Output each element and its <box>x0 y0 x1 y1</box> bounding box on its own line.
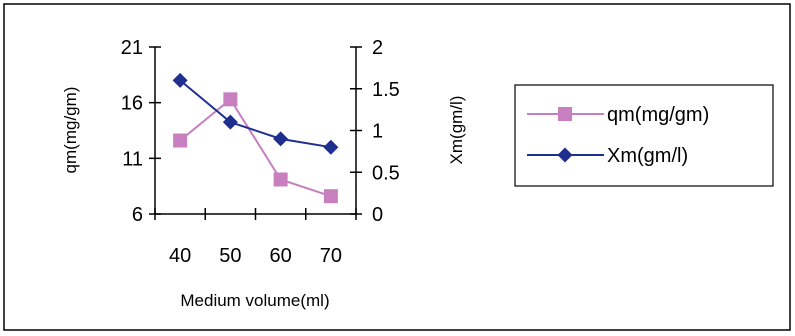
y-right-tick-label: 0 <box>372 204 383 226</box>
legend-item-0: qm(mg/gm) <box>527 104 709 126</box>
series-line-0 <box>179 97 332 198</box>
y-right-tick-label: 1.5 <box>372 79 400 101</box>
y-left-tick-label: 16 <box>121 93 143 115</box>
data-point-0-1 <box>223 92 238 107</box>
chart-tick-labels: 40 50 60 70 6 11 16 21 0 0.5 1 1.5 2 <box>121 37 400 267</box>
legend-item-1: Xm(gm/l) <box>527 145 688 167</box>
series-xm <box>172 72 339 155</box>
legend-marker-0 <box>558 107 572 121</box>
data-point-0-2 <box>273 172 288 187</box>
y-right-tick-label: 0.5 <box>372 162 400 184</box>
legend-marker-1 <box>557 147 573 163</box>
x-tick-label: 50 <box>219 245 241 267</box>
data-point-1-3 <box>323 139 339 155</box>
x-tick-label: 40 <box>169 245 191 267</box>
y-left-tick-label: 11 <box>122 148 143 170</box>
chart-series <box>172 72 339 204</box>
x-tick-label: 70 <box>320 245 342 267</box>
data-point-1-1 <box>222 114 238 130</box>
y-left-tick-label: 21 <box>121 37 143 59</box>
data-point-0-0 <box>173 133 188 148</box>
series-line-1 <box>179 79 332 149</box>
legend: qm(mg/gm) Xm(gm/l) <box>514 84 774 187</box>
series-qm <box>173 92 338 204</box>
chart-ticks <box>149 46 362 220</box>
legend-box <box>514 84 774 187</box>
legend-items: qm(mg/gm) Xm(gm/l) <box>527 104 709 167</box>
x-axis-title: Medium volume(ml) <box>180 291 329 310</box>
x-tick-label: 60 <box>270 245 292 267</box>
data-point-0-3 <box>323 189 338 204</box>
data-point-1-0 <box>172 72 188 88</box>
data-point-1-2 <box>273 131 289 147</box>
y-right-tick-label: 1 <box>372 121 383 143</box>
y-right-tick-label: 2 <box>372 37 383 59</box>
legend-label-0: qm(mg/gm) <box>607 104 709 126</box>
y-left-tick-label: 6 <box>132 204 143 226</box>
y-left-axis-title: qm(mg/gm) <box>61 87 80 174</box>
y-right-axis-title: Xm(gm/l) <box>447 96 466 165</box>
legend-label-1: Xm(gm/l) <box>607 145 688 167</box>
